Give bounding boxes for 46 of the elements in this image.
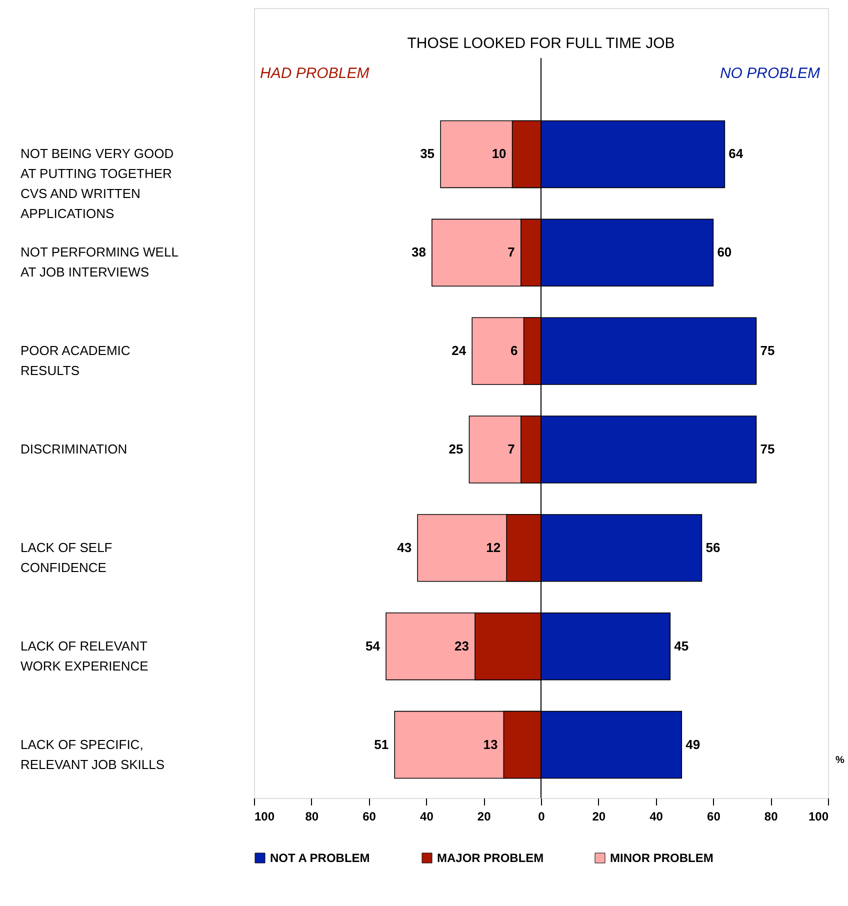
x-tick-label: 60 — [362, 810, 376, 824]
data-label: 75 — [760, 343, 775, 358]
x-tick-label: 100 — [808, 810, 829, 824]
data-label: 56 — [706, 540, 720, 555]
data-label: 49 — [686, 736, 700, 752]
data-label: 12 — [486, 540, 501, 555]
data-label: 38 — [411, 244, 426, 260]
data-label: 24 — [452, 343, 467, 358]
data-label: 7 — [508, 442, 515, 456]
y-tick-label: LACK OF SELF CONFIDENCE — [20, 540, 112, 575]
y-tick-label: LACK OF RELEVANT WORK EXPERIENCE — [20, 638, 149, 674]
data-label: 45 — [674, 638, 689, 654]
data-label: 75 — [760, 442, 775, 456]
x-tick-label: 0 — [538, 810, 546, 824]
x-tick-label: 20 — [477, 810, 492, 824]
x-tick-label: 80 — [305, 810, 319, 824]
data-label: 13 — [483, 736, 498, 752]
data-label: 43 — [397, 540, 412, 555]
data-label: 35 — [420, 146, 435, 162]
y-tick-label: DISCRIMINATION — [20, 442, 128, 456]
legend-label: MINOR PROBLEM — [610, 851, 714, 865]
y-tick-label: LACK OF SPECIFIC, RELEVANT JOB SKILLS — [20, 736, 165, 772]
y-tick-label: NOT BEING VERY GOOD AT PUTTING TOGETHER CVS AND WRITTEN APPLICATIONS — [20, 146, 174, 222]
data-label: 10 — [492, 146, 506, 162]
text: THOSE LOOKED FOR FULL TIME JOB — [407, 35, 675, 52]
text: % — [836, 755, 845, 766]
data-label: 7 — [508, 244, 515, 260]
legend-label: NOT A PROBLEM — [270, 851, 370, 865]
data-label: 6 — [510, 343, 518, 358]
annotation: HAD PROBLEM — [260, 65, 370, 82]
x-tick-label: 40 — [650, 810, 664, 824]
data-label: 54 — [366, 638, 381, 654]
legend-label: MAJOR PROBLEM — [437, 851, 544, 865]
x-tick-label: 20 — [592, 810, 606, 824]
data-label: 25 — [448, 442, 464, 456]
x-tick-label: 80 — [764, 810, 778, 824]
data-label: 60 — [717, 244, 732, 260]
annotation: NO PROBLEM — [720, 65, 820, 82]
data-label: 23 — [454, 638, 469, 654]
x-tick-label: 60 — [707, 810, 721, 824]
y-tick-label: NOT PERFORMING WELL AT JOB INTERVIEWS — [20, 244, 178, 280]
x-tick-label: 40 — [420, 810, 434, 824]
y-tick-label: POOR ACADEMIC RESULTS — [20, 343, 130, 378]
data-label: 51 — [374, 736, 389, 752]
x-tick-label: 100 — [254, 810, 275, 824]
data-label: 64 — [728, 146, 744, 162]
